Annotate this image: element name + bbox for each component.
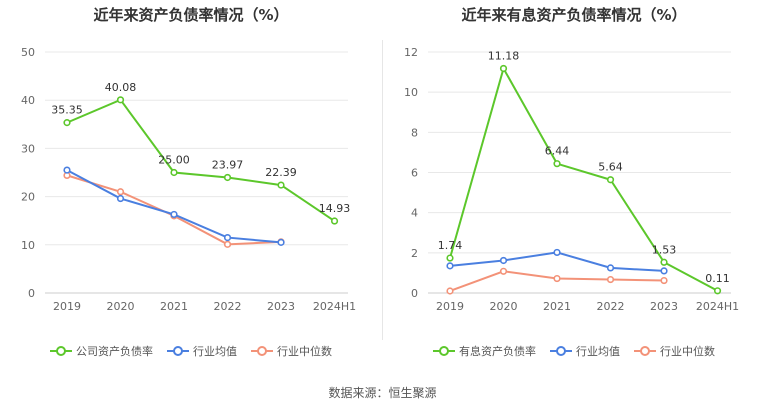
y-tick-label: 30 [21,142,35,155]
y-tick-label: 8 [411,126,418,139]
data-point-company [499,64,508,73]
chart-title: 近年来有息资产负债率情况（%） [461,6,687,24]
data-label: 6.44 [545,145,570,158]
data-point-average [446,262,454,270]
data-label: 40.08 [105,81,137,94]
legend-line-icon [550,346,572,356]
data-point-median [446,287,454,295]
data-label: 25.00 [158,154,190,167]
legend-label: 公司资产负债率 [76,345,153,358]
legend-item-median[interactable]: 行业中位数 [634,343,715,359]
data-label: 14.93 [319,202,351,215]
y-tick-label: 4 [411,207,418,220]
data-point-average [553,248,561,257]
data-label: 22.39 [265,166,297,179]
y-tick-label: 0 [411,287,418,300]
x-tick-label: 2023 [267,300,295,313]
data-point-company [223,173,232,182]
data-point-median [116,188,125,196]
legend-label: 有息资产负债率 [459,345,536,358]
legend-label: 行业均值 [193,345,237,358]
legend-item-company[interactable]: 公司资产负债率 [50,343,153,359]
data-point-average [499,256,508,265]
legend-label: 行业均值 [576,345,620,358]
data-point-median [223,240,232,248]
series-line-company [66,98,336,222]
x-tick-label: 2021 [543,300,571,313]
y-tick-label: 10 [21,239,35,252]
x-tick-label: 2022 [214,300,242,313]
data-point-median [606,275,615,284]
y-tick-label: 20 [21,191,35,204]
legend-item-average[interactable]: 行业均值 [550,343,620,359]
data-label: 11.18 [488,49,520,62]
data-point-median [499,267,508,275]
data-label: 1.53 [652,243,677,256]
x-tick-label: 2023 [650,300,678,313]
series-line-company [449,65,719,292]
data-point-company [553,160,561,168]
data-point-median [553,274,561,283]
legend: 公司资产负债率 行业均值 行业中位数 [0,343,382,359]
x-tick-label: 2019 [53,300,81,313]
line-chart-interest-bearing: 0 2 4 6 8 10 12 2019 2020 2021 2022 2023 2024H1 1.74 1… [404,46,739,313]
data-label: 0.11 [705,272,730,285]
x-tick-label: 2024H1 [313,300,356,313]
data-point-average [660,267,668,275]
data-point-average [606,264,615,272]
chart-panel-asset-liability: 近年来资产负债率情况（%） 0 10 20 30 40 50 2019 2020 2021 202… [0,0,382,380]
legend-line-icon [251,346,273,356]
chart-panel-interest-bearing: 近年来有息资产负债率情况（%） 0 2 4 6 8 10 12 2019 2020 2021 202… [383,0,765,380]
x-tick-label: 2021 [160,300,188,313]
x-tick-label: 2020 [490,300,518,313]
chart-title: 近年来资产负债率情况（%） [93,6,289,24]
data-point-median [660,276,668,285]
data-point-average [170,210,178,219]
legend: 有息资产负债率 行业均值 行业中位数 [383,343,765,359]
data-point-company [606,176,615,184]
data-point-company [170,168,178,177]
legend-item-median[interactable]: 行业中位数 [251,343,332,359]
data-point-average [63,166,71,174]
legend-item-company[interactable]: 有息资产负债率 [433,343,536,359]
legend-line-icon [634,346,656,356]
data-point-company [277,181,285,189]
y-tick-label: 2 [411,247,418,260]
data-label: 23.97 [212,158,244,171]
series-line-median [66,174,282,246]
data-point-company [116,96,125,104]
line-chart-asset-liability: 0 10 20 30 40 50 2019 2020 2021 2022 2023 2024H1 35.… [21,46,356,313]
y-tick-label: 50 [21,46,35,59]
data-point-average [116,194,125,203]
panel-divider [382,40,383,340]
data-point-company [446,254,454,262]
data-point-company [660,258,668,266]
legend-line-icon [167,346,189,356]
y-tick-label: 6 [411,167,418,180]
data-point-company [330,217,339,225]
legend-label: 行业中位数 [277,345,332,358]
data-point-company [63,119,71,127]
x-tick-label: 2020 [107,300,135,313]
data-point-company [713,287,722,295]
data-label: 5.64 [598,161,623,174]
x-tick-label: 2019 [436,300,464,313]
x-tick-label: 2022 [597,300,625,313]
y-tick-label: 10 [404,86,418,99]
data-label: 35.35 [51,104,83,117]
data-point-average [223,233,232,242]
y-tick-label: 12 [404,46,418,59]
data-source: 数据来源：恒生聚源 [328,386,437,400]
legend-item-average[interactable]: 行业均值 [167,343,237,359]
y-tick-label: 40 [21,94,35,107]
legend-line-icon [50,346,72,356]
legend-label: 行业中位数 [660,345,715,358]
legend-line-icon [433,346,455,356]
x-tick-label: 2024H1 [696,300,739,313]
data-point-average [277,238,285,246]
data-label: 1.74 [438,239,463,252]
y-tick-label: 0 [28,287,35,300]
